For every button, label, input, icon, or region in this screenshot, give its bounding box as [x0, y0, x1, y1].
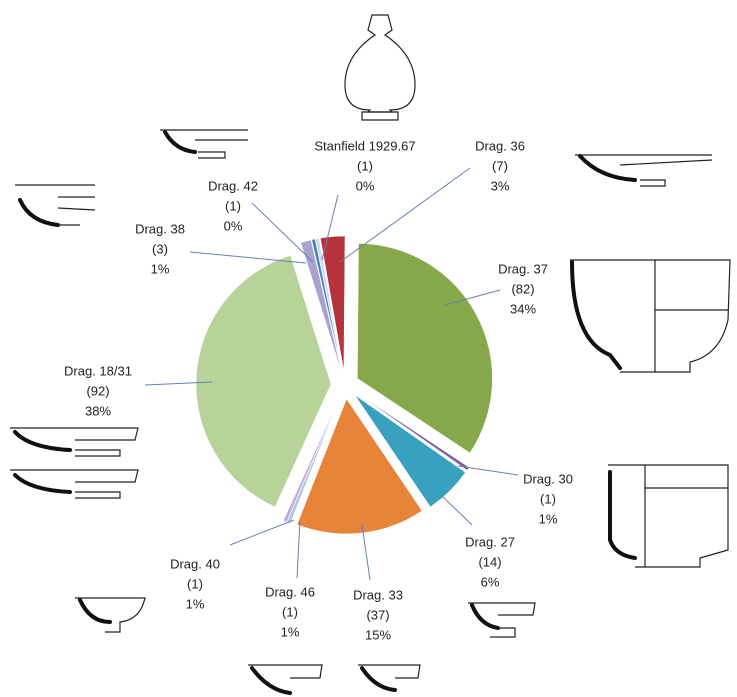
- slice-count: (82): [511, 281, 534, 296]
- jug: [344, 14, 416, 113]
- leader-line: [444, 289, 501, 306]
- pie-slice: [283, 397, 340, 523]
- slice-label: Drag. 42: [208, 178, 258, 193]
- slice-label: Drag. 30: [523, 471, 573, 486]
- beaker: [608, 470, 637, 560]
- slice-percent: 1%: [281, 624, 300, 639]
- slice-count: (1): [225, 198, 241, 213]
- slice-percent: 15%: [365, 627, 391, 642]
- pottery-drawings: [10, 14, 731, 695]
- cup: [75, 597, 146, 633]
- slice-percent: 1%: [186, 596, 205, 611]
- pie-slice: [195, 255, 332, 508]
- leader-line: [296, 519, 301, 579]
- dish: [160, 129, 248, 159]
- leader-line: [339, 167, 471, 263]
- cup: [15, 184, 96, 226]
- dish: [13, 473, 72, 494]
- cup: [468, 602, 536, 638]
- jug-foot: [361, 111, 399, 121]
- cup: [470, 603, 500, 630]
- cup: [360, 666, 397, 692]
- slice-percent: 1%: [539, 511, 558, 526]
- cup: [358, 664, 421, 679]
- leader-line: [144, 381, 213, 386]
- slice-percent: 3%: [491, 178, 510, 193]
- slice-label: Stanfield 1929.67: [314, 138, 415, 153]
- bowl: [570, 259, 731, 373]
- slice-count: (1): [357, 158, 373, 173]
- slice-percent: 0%: [224, 218, 243, 233]
- pie-slice: [311, 238, 343, 372]
- slice-count: (92): [86, 383, 109, 398]
- slice-count: (14): [478, 554, 501, 569]
- slice-count: (7): [492, 158, 508, 173]
- pie-slice: [320, 235, 346, 372]
- slice-label: Drag. 36: [475, 138, 525, 153]
- cup: [248, 664, 323, 679]
- slice-count: (37): [366, 607, 389, 622]
- slice-percent: 0%: [356, 178, 375, 193]
- pie-slice: [300, 239, 342, 372]
- cup: [78, 598, 112, 624]
- leader-line: [321, 194, 339, 261]
- slice-percent: 34%: [510, 301, 536, 316]
- slice-label: Drag. 27: [465, 534, 515, 549]
- platter: [575, 154, 713, 187]
- pie-slice: [315, 238, 343, 372]
- dish: [13, 430, 72, 452]
- slice-percent: 6%: [481, 574, 500, 589]
- leader-line: [229, 519, 295, 546]
- leader-line: [457, 465, 519, 476]
- dish: [10, 427, 139, 457]
- leader-line: [361, 524, 371, 581]
- cup: [250, 666, 292, 695]
- slice-percent: 38%: [85, 403, 111, 418]
- leader-line: [441, 495, 473, 526]
- slice-count: (1): [282, 604, 298, 619]
- beaker: [608, 464, 729, 568]
- slice-count: (1): [540, 491, 556, 506]
- dish: [163, 130, 197, 154]
- slice-label: Drag. 37: [498, 261, 548, 276]
- slice-percent: 1%: [151, 261, 170, 276]
- bowl: [570, 260, 622, 370]
- platter: [578, 154, 637, 182]
- leader-line: [189, 251, 307, 264]
- pie-slice: [296, 398, 423, 535]
- leader-line: [251, 202, 314, 263]
- slice-count: (1): [187, 576, 203, 591]
- slice-count: (3): [152, 241, 168, 256]
- slice-label: Drag. 46: [265, 584, 315, 599]
- pie-slice: [357, 243, 493, 454]
- slice-label: Drag. 40: [170, 556, 220, 571]
- pie-slice: [354, 394, 466, 508]
- dish: [10, 469, 139, 499]
- cup: [18, 198, 60, 227]
- slice-label: Drag. 18/31: [64, 363, 132, 378]
- slice-label: Drag. 33: [353, 587, 403, 602]
- slice-label: Drag. 38: [135, 221, 185, 236]
